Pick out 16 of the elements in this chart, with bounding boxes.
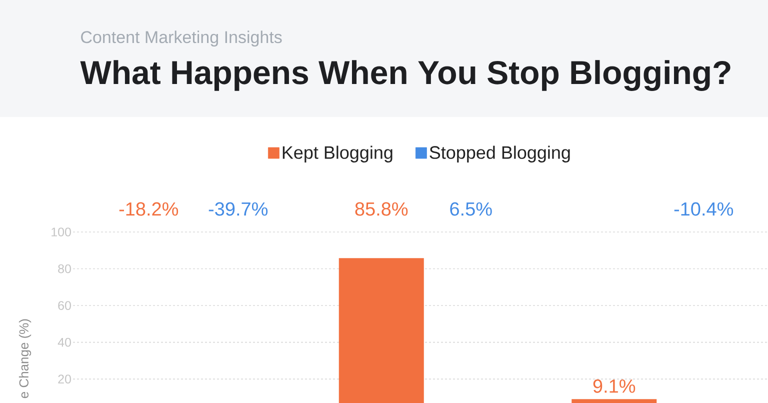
text: 6.5%	[450, 202, 492, 216]
y-axis-title: e Change (%)	[18, 319, 32, 398]
y-tick-label: 20	[58, 374, 71, 384]
chart-title: What Happens When You Stop Blogging?	[80, 60, 730, 91]
data-label: 9.1%	[593, 379, 636, 393]
data-label: 85.8%	[355, 202, 408, 216]
text: -10.4%	[674, 202, 734, 216]
y-tick-label: 80	[58, 264, 71, 274]
y-tick-label: 100	[52, 228, 71, 236]
text: -39.7%	[208, 202, 268, 216]
legend-label: Stopped Blogging	[430, 146, 570, 162]
y-tick-label: 40	[58, 338, 71, 347]
legend-label: Kept Blogging	[282, 146, 392, 162]
y-tick-label: 60	[58, 301, 71, 310]
chart-subtitle: Content Marketing Insights	[81, 30, 282, 47]
text: -18.2%	[119, 202, 178, 216]
